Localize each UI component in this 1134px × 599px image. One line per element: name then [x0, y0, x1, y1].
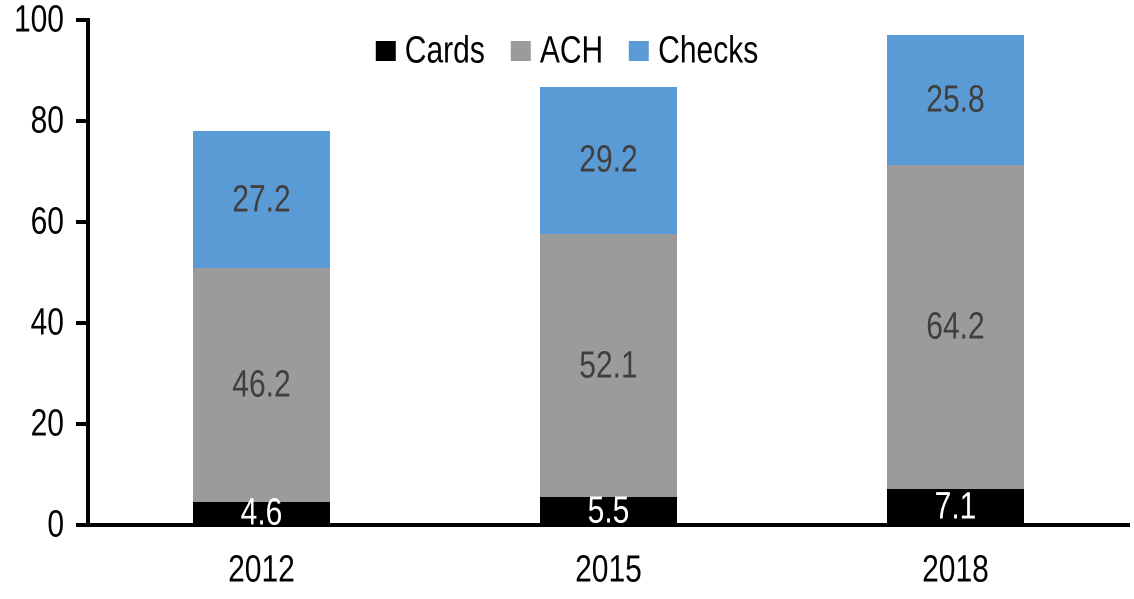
data-label-checks-2018: 25.8 — [926, 78, 985, 121]
legend-item-cards: Cards — [375, 31, 485, 69]
legend-swatch-ach-icon — [510, 41, 531, 61]
bar-segment-cards-2012 — [193, 501, 330, 525]
y-axis-tick-label: 0 — [47, 503, 64, 546]
bar-segment-checks-2012 — [193, 131, 330, 269]
data-label-checks-2015: 29.2 — [579, 138, 638, 181]
y-axis-tick — [76, 321, 88, 325]
y-axis-line — [86, 18, 90, 527]
legend-item-ach: ACH — [510, 31, 603, 69]
bar-segment-ach-2012 — [193, 268, 330, 502]
legend-swatch-checks-icon — [629, 41, 650, 61]
bar-segment-checks-2018 — [887, 34, 1024, 165]
data-label-checks-2012: 27.2 — [232, 178, 291, 221]
legend-label-cards: Cards — [404, 29, 485, 72]
data-label-cards-2018: 7.1 — [934, 485, 977, 528]
y-axis-tick — [76, 422, 88, 426]
legend-label-ach: ACH — [539, 29, 604, 72]
data-label-cards-2015: 5.5 — [587, 489, 630, 532]
y-axis-tick — [76, 119, 88, 123]
y-axis-tick-label: 20 — [30, 402, 64, 445]
data-label-ach-2012: 46.2 — [232, 363, 291, 406]
legend: Cards ACH Checks — [375, 31, 758, 71]
x-axis-label-2012: 2012 — [228, 548, 295, 591]
y-axis-tick — [76, 220, 88, 224]
y-axis-tick — [76, 18, 88, 22]
x-axis-line — [86, 523, 1130, 527]
data-label-ach-2018: 64.2 — [926, 305, 985, 348]
x-axis-label-2015: 2015 — [575, 548, 642, 591]
data-label-cards-2012: 4.6 — [240, 491, 283, 534]
legend-swatch-cards-icon — [375, 41, 396, 61]
y-axis-tick — [76, 523, 88, 527]
bar-segment-checks-2015 — [540, 86, 677, 235]
legend-item-checks: Checks — [629, 31, 758, 69]
bar-segment-ach-2018 — [887, 164, 1024, 490]
bar-segment-cards-2015 — [540, 497, 677, 525]
bar-segment-ach-2015 — [540, 234, 677, 498]
x-axis-label-2018: 2018 — [922, 548, 989, 591]
y-axis-tick-label: 100 — [13, 0, 64, 41]
legend-label-checks: Checks — [658, 29, 759, 72]
y-axis-tick-label: 60 — [30, 200, 64, 243]
y-axis-tick-label: 80 — [30, 99, 64, 142]
data-label-ach-2015: 52.1 — [579, 344, 638, 386]
bar-segment-cards-2018 — [887, 489, 1024, 525]
y-axis-tick-label: 40 — [30, 301, 64, 344]
